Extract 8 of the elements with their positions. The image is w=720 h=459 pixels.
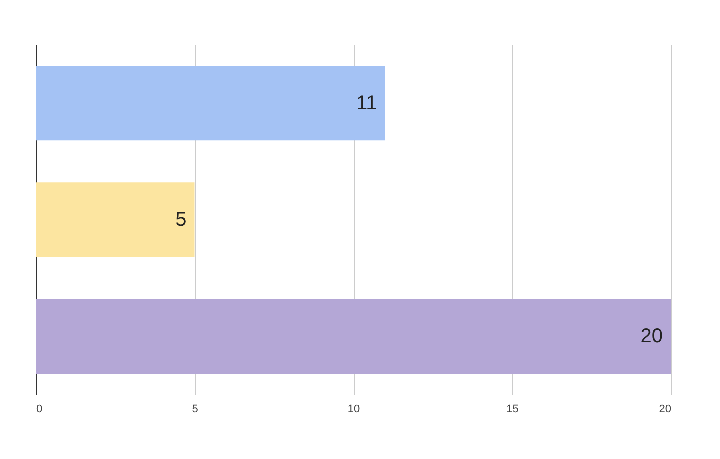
x-tick-label: 20: [659, 404, 672, 416]
x-tick-label: 5: [192, 404, 198, 416]
x-tick-label: 0: [36, 404, 43, 416]
x-tick-label: 15: [506, 404, 519, 416]
data-label: 20: [640, 326, 663, 348]
x-tick-label: 10: [348, 404, 360, 416]
data-label: 11: [356, 92, 378, 114]
data-label: 5: [176, 209, 187, 231]
